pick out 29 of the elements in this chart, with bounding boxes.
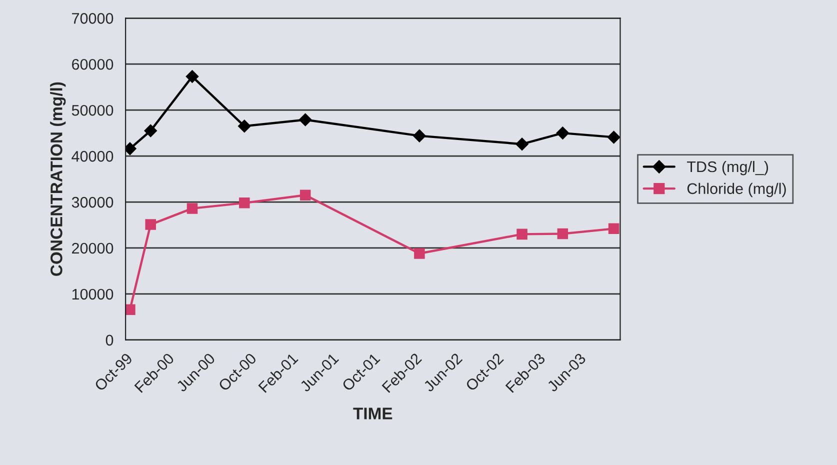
point (144, 124, 158, 138)
point (557, 228, 568, 240)
y-axis-title: CONCENTRATION (mg/l) (50, 82, 66, 276)
y-tick-label: 0 (106, 334, 114, 346)
y-tick-label: 30000 (72, 196, 114, 208)
y-tick-label: 60000 (72, 58, 114, 70)
point (607, 130, 620, 144)
legend-label: TDS (mg/l_) (686, 160, 768, 176)
point (414, 248, 425, 259)
y-tick-label: 50000 (72, 104, 114, 116)
point (238, 120, 251, 133)
point (516, 228, 528, 240)
y-tick-label: 40000 (72, 150, 114, 162)
point (413, 129, 426, 142)
point (186, 70, 199, 83)
y-tick-label: 10000 (72, 288, 114, 300)
point (516, 138, 528, 150)
point (126, 304, 136, 315)
y-tick-label: 70000 (72, 13, 114, 24)
x-axis-title: TIME (353, 408, 392, 420)
point (145, 219, 156, 230)
point (298, 113, 312, 126)
y-tick-label: 20000 (72, 242, 114, 254)
point (186, 203, 198, 214)
point (556, 126, 570, 140)
legend-label: Chloride (mg/l) (687, 182, 786, 198)
point (300, 190, 311, 200)
point (608, 223, 620, 234)
point (239, 198, 250, 208)
